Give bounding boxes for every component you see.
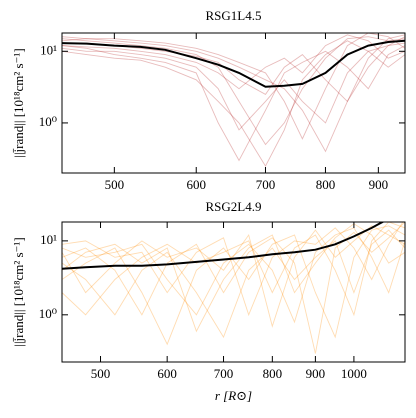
x-tick-label: 800 [263, 366, 283, 381]
series-line [62, 36, 405, 146]
x-tick-label: 700 [214, 366, 234, 381]
series-line [62, 229, 405, 339]
panel-title: RSG2L4.9 [206, 199, 262, 214]
x-tick-label: 900 [306, 366, 326, 381]
series-line [62, 34, 405, 90]
y-axis-label: ||j̄rand|| [10¹⁸cm² s⁻¹] [11, 237, 26, 346]
panel-title: RSG1L4.5 [206, 8, 262, 23]
series-line [62, 222, 385, 270]
y-tick-label: 10⁰ [39, 114, 57, 129]
x-tick-label: 600 [186, 177, 206, 192]
series-line [62, 40, 405, 168]
plot-area [62, 222, 405, 354]
series-line [62, 222, 405, 354]
plot-area [62, 33, 405, 168]
x-axis-label: r [R⊙] [215, 388, 252, 403]
x-tick-label: 1000 [341, 366, 367, 381]
y-axis-label: ||j̄rand|| [10¹⁸cm² s⁻¹] [11, 48, 26, 157]
y-tick-label: 10¹ [40, 232, 57, 247]
series-line [62, 223, 405, 333]
x-tick-label: 900 [369, 177, 389, 192]
y-tick-label: 10¹ [40, 42, 57, 57]
x-tick-label: 800 [316, 177, 336, 192]
series-line [62, 45, 405, 162]
x-tick-label: 500 [105, 177, 125, 192]
series-line [62, 34, 405, 153]
series-line [62, 227, 405, 324]
x-tick-label: 600 [157, 366, 177, 381]
series-line [62, 222, 404, 317]
frame [61, 32, 406, 174]
series-line [62, 39, 405, 88]
series-line [62, 225, 405, 346]
series-line [62, 222, 405, 317]
x-tick-label: 700 [256, 177, 276, 192]
series-line [62, 225, 405, 328]
y-tick-label: 10⁰ [39, 306, 57, 321]
frame [61, 221, 406, 363]
series-line [62, 33, 405, 140]
series-line [62, 42, 405, 131]
x-tick-label: 500 [91, 366, 111, 381]
